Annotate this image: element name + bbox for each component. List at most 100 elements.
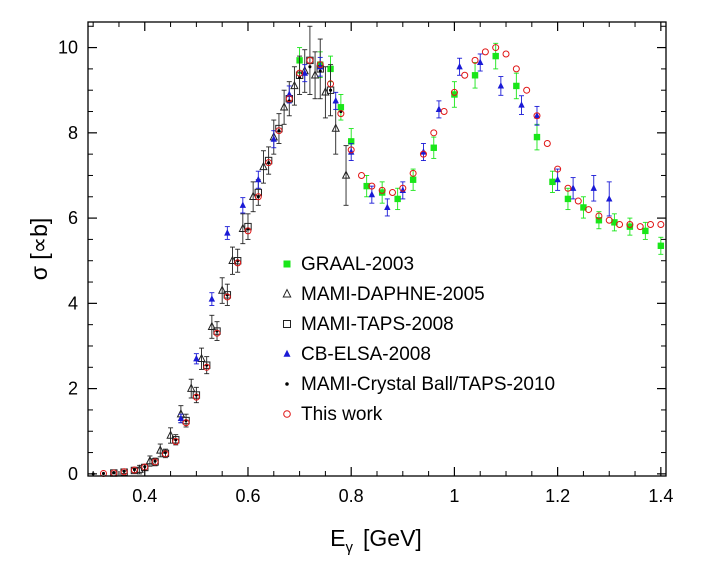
legend-item: CB-ELSA-2008 [283, 344, 431, 365]
data-point [265, 159, 273, 167]
legend-item: MAMI-DAPHNE-2005 [282, 284, 485, 305]
data-point [368, 190, 376, 198]
legend-item: MAMI-Crystal Ball/TAPS-2010 [285, 374, 555, 395]
x-tick-label: 1.2 [545, 486, 570, 506]
data-point [492, 44, 500, 52]
data-point [298, 75, 302, 79]
data-point [285, 95, 293, 103]
data-point [451, 91, 458, 98]
data-point [450, 88, 458, 96]
data-point [388, 189, 396, 197]
data-point [306, 56, 314, 64]
data-point [213, 327, 221, 335]
y-tick-label: 2 [68, 379, 78, 399]
y-tick-label: 8 [68, 123, 78, 143]
y-axis-label: σ [∝b] [26, 218, 52, 281]
data-point [166, 430, 175, 439]
data-point [399, 184, 407, 192]
data-point [368, 182, 376, 190]
data-point [518, 101, 525, 108]
data-point [279, 102, 289, 111]
y-tick-label: 4 [68, 293, 78, 313]
legend-item: This work [283, 404, 383, 425]
y-tick-label: 10 [58, 38, 78, 58]
legend-label: GRAAL-2003 [301, 254, 414, 275]
data-point [626, 223, 634, 230]
data-point [481, 48, 489, 56]
data-point [310, 70, 320, 79]
data-point [533, 133, 541, 141]
legend-marker [283, 320, 291, 328]
legend-marker [282, 288, 292, 298]
data-point [277, 129, 281, 133]
data-point [223, 291, 232, 299]
data-point [316, 61, 324, 69]
data-point [564, 184, 572, 192]
data-point [543, 139, 551, 147]
data-point [549, 178, 556, 186]
data-point [329, 88, 333, 92]
data-point [182, 419, 190, 427]
data-point [347, 138, 355, 145]
data-point [286, 90, 293, 98]
x-axis-label-unit: [GeV] [363, 525, 422, 551]
data-point [590, 184, 597, 191]
data-point [595, 217, 603, 224]
data-point [616, 220, 624, 228]
data-point [327, 80, 335, 88]
data-point [605, 216, 613, 224]
data-point [642, 227, 649, 235]
data-point [456, 62, 463, 70]
legend-marker [283, 260, 291, 268]
data-point [471, 56, 479, 64]
data-point [513, 82, 520, 90]
data-point [223, 293, 231, 301]
data-point [523, 86, 531, 94]
data-point [394, 195, 401, 203]
data-point [647, 220, 655, 228]
data-point [177, 414, 185, 422]
x-tick-label: 1.4 [648, 486, 673, 506]
data-point [122, 469, 126, 473]
data-point [239, 201, 247, 208]
data-point [363, 182, 370, 190]
data-point [461, 71, 469, 79]
data-point [611, 219, 618, 226]
data-point [332, 97, 339, 104]
data-point [435, 105, 443, 112]
data-point [409, 176, 417, 183]
data-point [378, 189, 386, 196]
data-point [143, 465, 147, 469]
y-tick-label: 0 [68, 464, 78, 484]
data-point [533, 112, 541, 120]
data-point [331, 123, 340, 132]
legend-marker [285, 382, 289, 386]
data-point [256, 195, 260, 199]
series-cb-elsa-2008 [177, 53, 613, 424]
data-point [318, 69, 322, 73]
data-point [202, 361, 211, 369]
data-point [224, 229, 231, 236]
data-point [163, 451, 167, 455]
data-point [384, 203, 391, 210]
data-point [574, 197, 582, 205]
y-tick-label: 6 [68, 208, 78, 228]
data-point [409, 169, 417, 177]
data-point [244, 227, 252, 235]
data-point [595, 212, 603, 220]
data-point [301, 69, 308, 76]
legend-marker [283, 349, 291, 357]
data-point [254, 193, 262, 201]
data-point [275, 127, 283, 135]
data-point [657, 220, 665, 228]
legend: GRAAL-2003 MAMI-DAPHNE-2005 MAMI-TAPS-2008… [282, 254, 555, 425]
data-point [208, 295, 216, 302]
data-point [419, 150, 427, 158]
x-tick-label: 1 [449, 486, 459, 506]
data-point [440, 108, 448, 116]
data-point [554, 165, 562, 173]
data-point [569, 184, 577, 191]
data-point [471, 72, 479, 79]
data-point [341, 170, 351, 179]
